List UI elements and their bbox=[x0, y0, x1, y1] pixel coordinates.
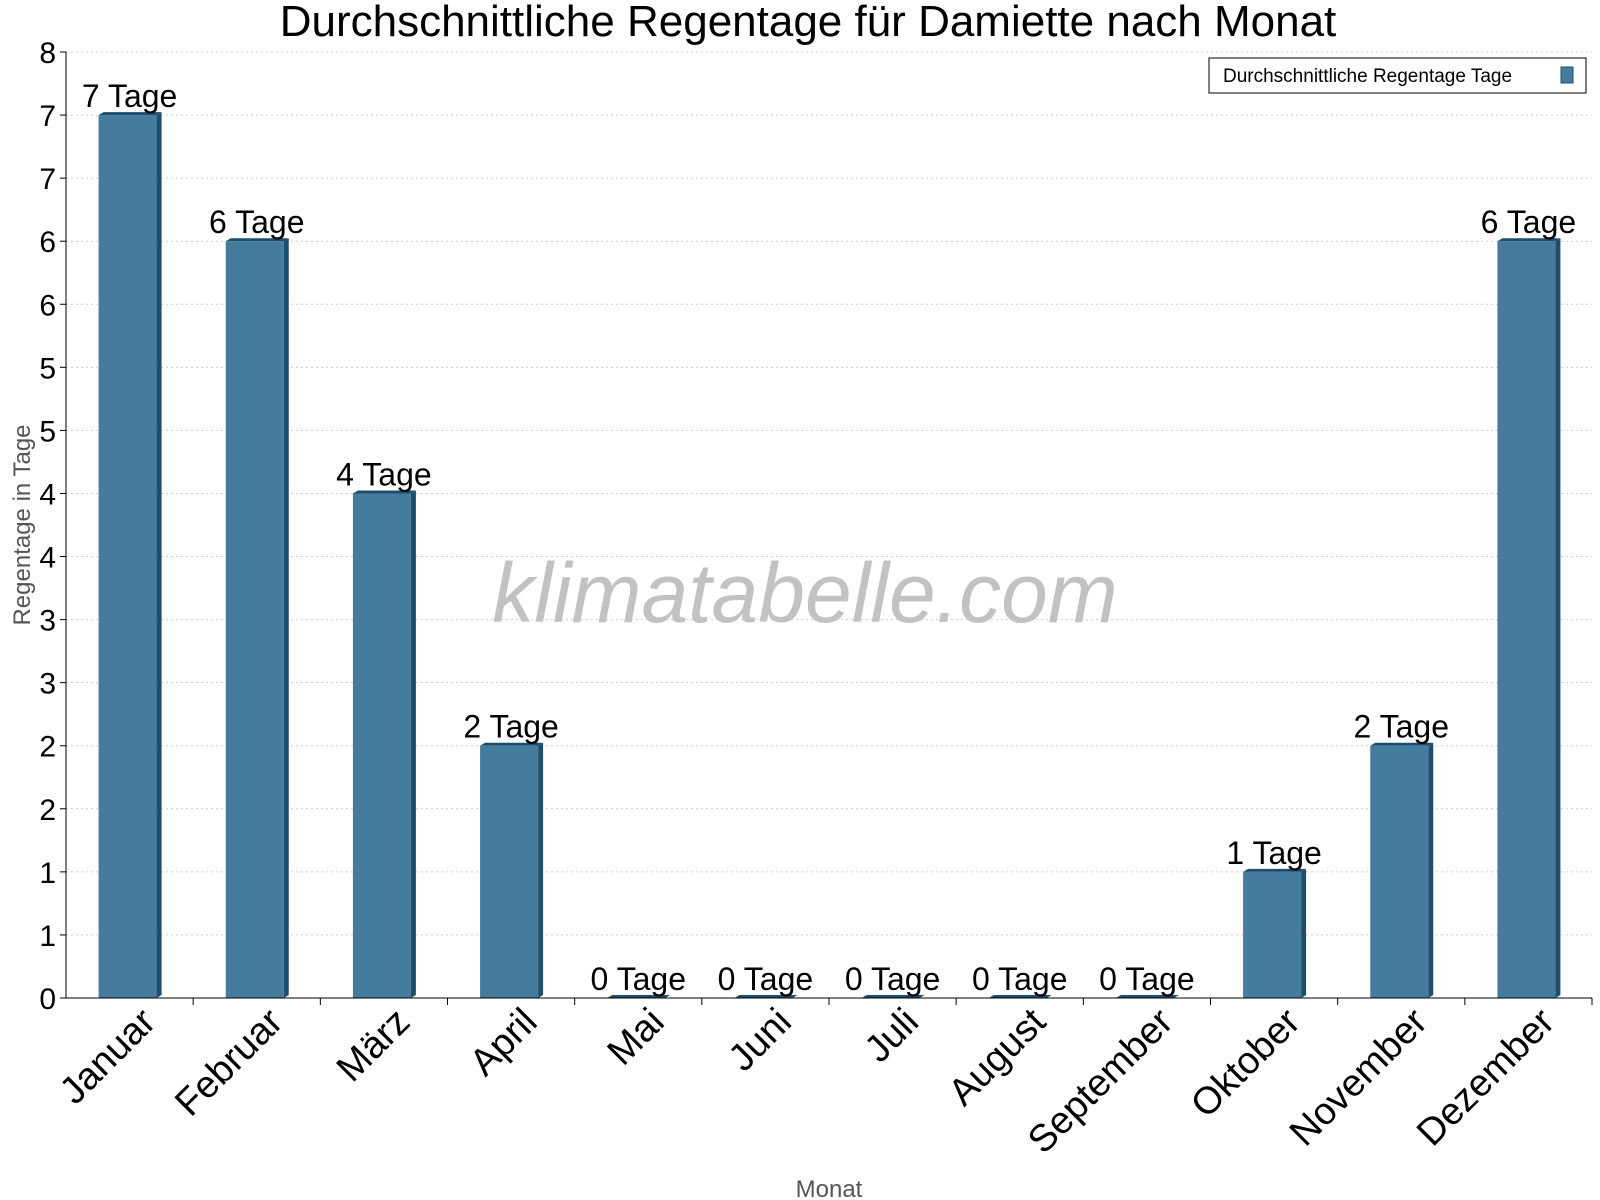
bar-top bbox=[98, 112, 162, 116]
data-label: 0 Tage bbox=[845, 961, 941, 997]
bar-top bbox=[480, 742, 544, 746]
y-tick-label: 3 bbox=[39, 605, 56, 638]
bar-side bbox=[1428, 742, 1434, 998]
legend-box bbox=[1208, 57, 1587, 94]
bar bbox=[1497, 241, 1556, 998]
data-label: 7 Tage bbox=[82, 78, 178, 114]
bar-top bbox=[225, 238, 289, 242]
bars bbox=[98, 112, 1561, 999]
data-label: 0 Tage bbox=[591, 961, 687, 997]
y-tick-label: 2 bbox=[39, 794, 56, 827]
bar-side bbox=[538, 742, 544, 998]
bar-side bbox=[410, 490, 416, 998]
bar-top bbox=[734, 995, 798, 998]
y-ticks: 0 1 1 2 2 3 3 4 4 5 5 6 6 7 7 8 bbox=[39, 37, 66, 1016]
y-axis-title: Regentage in Tage bbox=[9, 424, 36, 625]
y-tick-label: 5 bbox=[39, 415, 56, 448]
y-tick-label: 7 bbox=[39, 163, 56, 196]
data-label: 0 Tage bbox=[972, 961, 1068, 997]
chart-title: Durchschnittliche Regentage für Damiette… bbox=[280, 0, 1337, 46]
x-tick-label: Juli bbox=[857, 1001, 927, 1071]
bar bbox=[225, 241, 284, 998]
grid-lines bbox=[66, 51, 1592, 936]
bar-top bbox=[1243, 868, 1307, 872]
y-tick-label: 7 bbox=[39, 100, 56, 133]
y-tick-label: 4 bbox=[39, 542, 56, 575]
data-label: 0 Tage bbox=[718, 961, 814, 997]
y-tick-label: 5 bbox=[39, 352, 56, 385]
y-tick-label: 1 bbox=[39, 857, 56, 890]
data-label: 2 Tage bbox=[463, 709, 559, 745]
bar-top bbox=[1497, 238, 1561, 242]
x-tick-label: Juni bbox=[721, 1001, 800, 1080]
legend: Durchschnittliche Regentage Tage bbox=[1208, 57, 1587, 94]
x-tick-label: April bbox=[462, 1001, 545, 1084]
x-tick-label: März bbox=[329, 1001, 418, 1090]
data-label: 6 Tage bbox=[209, 204, 305, 240]
data-label: 4 Tage bbox=[336, 456, 432, 492]
bar bbox=[1243, 871, 1302, 998]
data-label: 6 Tage bbox=[1481, 204, 1577, 240]
x-ticks: Januar Februar März April Mai Juni Juli AugustS… bbox=[52, 998, 1593, 1162]
bar-top bbox=[607, 995, 671, 998]
x-axis-title: Monat bbox=[796, 1176, 863, 1200]
y-tick-label: 4 bbox=[39, 478, 56, 511]
x-tick-label: Februar bbox=[167, 1000, 291, 1124]
y-tick-label: 8 bbox=[39, 37, 56, 70]
bar-top bbox=[861, 995, 925, 998]
bar bbox=[98, 115, 157, 999]
legend-label: Durchschnittliche Regentage Tage bbox=[1223, 66, 1512, 87]
y-tick-label: 0 bbox=[39, 983, 56, 1016]
x-tick-label: Dezember bbox=[1409, 1000, 1563, 1154]
legend-swatch bbox=[1560, 66, 1574, 84]
bar-side bbox=[283, 238, 289, 998]
bar-top bbox=[988, 995, 1052, 998]
bar bbox=[352, 493, 411, 998]
watermark: klimatabelle.com bbox=[492, 546, 1118, 640]
x-tick-label: Januar bbox=[52, 1000, 164, 1112]
data-label: 2 Tage bbox=[1354, 709, 1450, 745]
bar bbox=[480, 745, 539, 998]
y-tick-label: 6 bbox=[39, 289, 56, 322]
y-tick-label: 1 bbox=[39, 920, 56, 953]
y-tick-label: 3 bbox=[39, 668, 56, 701]
bar-top bbox=[1370, 742, 1434, 746]
bar-top bbox=[1115, 995, 1179, 998]
data-label: 1 Tage bbox=[1226, 835, 1322, 871]
data-labels: 7 Tage 6 Tage 4 Tage 2 Tage 0 Tage 0 Tage 0 Ta… bbox=[82, 78, 1576, 997]
data-label: 0 Tage bbox=[1099, 961, 1195, 997]
x-tick-label: August bbox=[941, 1000, 1055, 1114]
y-tick-label: 6 bbox=[39, 226, 56, 259]
x-tick-label: November bbox=[1282, 1000, 1436, 1154]
x-tick-label: Mai bbox=[600, 1001, 673, 1074]
bar bbox=[1370, 745, 1429, 998]
bar-top bbox=[352, 490, 416, 494]
y-tick-label: 2 bbox=[39, 731, 56, 764]
x-tick-label: Oktober bbox=[1183, 1000, 1309, 1126]
bar-side bbox=[1301, 868, 1307, 998]
bar-side bbox=[156, 112, 162, 999]
axes bbox=[65, 52, 1592, 999]
bar-side bbox=[1555, 238, 1561, 998]
